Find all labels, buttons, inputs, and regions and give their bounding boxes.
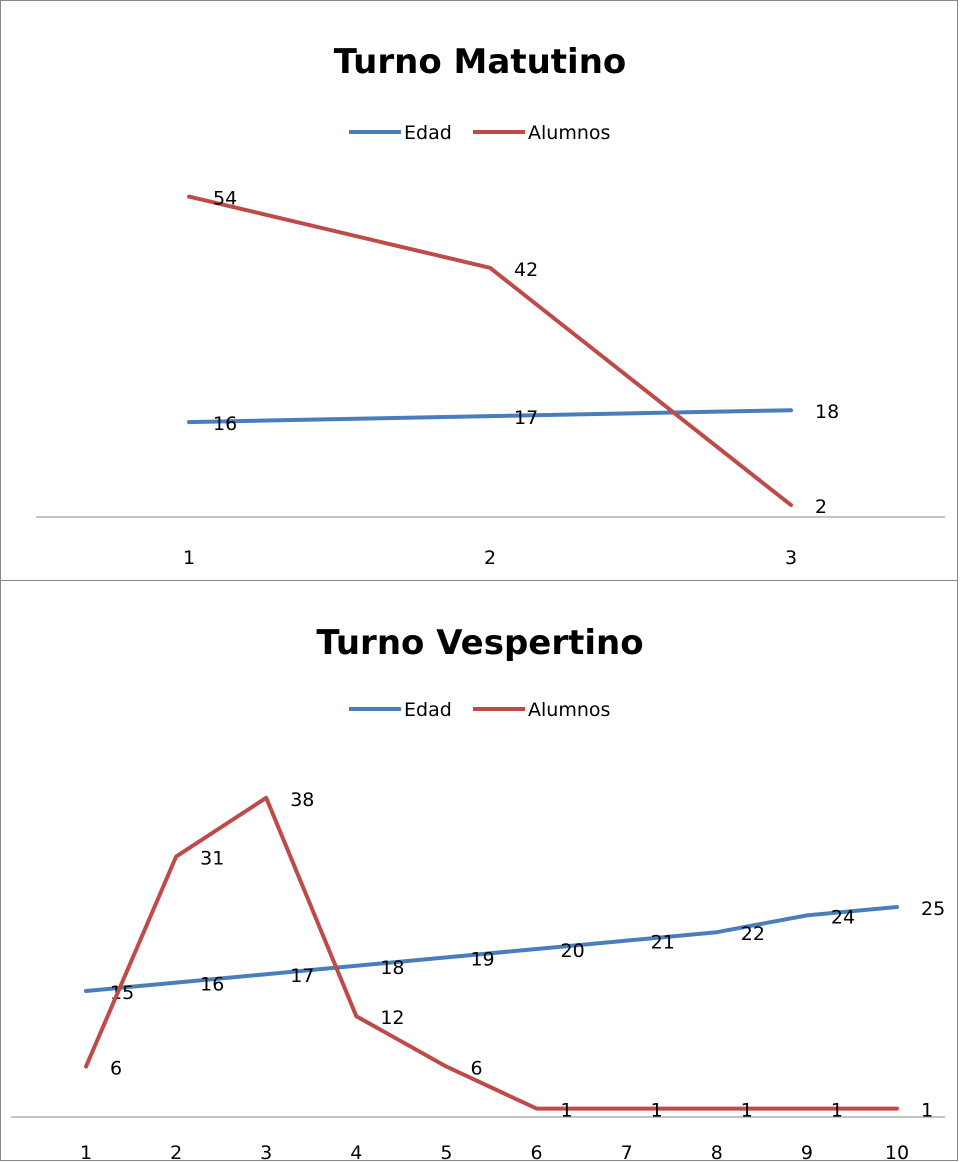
data-label: 21 (651, 932, 675, 954)
series-line-edad (187, 408, 793, 425)
data-label: 6 (470, 1058, 482, 1080)
series-line-alumnos (187, 194, 793, 508)
x-tick-label: 9 (801, 1142, 813, 1162)
chart-svg-matutino: Turno Matutino Edad Alumnos 1 2 3 16 17 18 54 42 2 (36, 42, 945, 569)
legend-label-alumnos: Alumnos (528, 699, 610, 721)
data-label: 20 (561, 940, 585, 962)
series-line-edad (84, 905, 899, 993)
chart-turno-vespertino: Turno Vespertino Edad Alumnos 1 2 3 4 5 6 7 8 9 10 15… (0, 580, 958, 1162)
data-label: 17 (290, 965, 314, 987)
x-tick-label: 7 (621, 1142, 633, 1162)
x-tick-label: 3 (785, 547, 797, 569)
data-label: 22 (741, 923, 765, 945)
x-tick-label: 1 (80, 1142, 92, 1162)
data-label: 16 (213, 413, 237, 435)
data-label: 19 (470, 948, 494, 970)
x-tick-label: 10 (885, 1142, 909, 1162)
data-label: 31 (200, 848, 224, 870)
data-label: 38 (290, 789, 314, 811)
x-tick-label: 8 (711, 1142, 723, 1162)
chart-title: Turno Vespertino (316, 623, 643, 663)
data-label: 1 (741, 1100, 753, 1122)
legend-label-edad: Edad (404, 699, 452, 721)
x-tick-label: 5 (440, 1142, 452, 1162)
data-label: 6 (110, 1058, 122, 1080)
x-tick-label: 2 (170, 1142, 182, 1162)
data-label: 1 (831, 1100, 843, 1122)
x-tick-label: 3 (260, 1142, 272, 1162)
chart-turno-matutino: Turno Matutino Edad Alumnos 1 2 3 16 17 18 54 42 2 (0, 0, 958, 581)
x-tick-label: 6 (531, 1142, 543, 1162)
x-tick-label: 2 (484, 547, 496, 569)
data-label: 1 (651, 1100, 663, 1122)
data-label: 16 (200, 974, 224, 996)
data-label: 17 (514, 407, 538, 429)
data-label: 18 (380, 957, 404, 979)
data-label: 1 (921, 1100, 933, 1122)
data-label: 1 (561, 1100, 573, 1122)
data-label: 42 (514, 259, 538, 281)
data-label: 25 (921, 898, 945, 920)
data-label: 18 (815, 401, 839, 423)
legend-label-edad: Edad (404, 122, 452, 144)
data-label: 24 (831, 906, 855, 928)
x-tick-label: 4 (350, 1142, 362, 1162)
data-label: 2 (815, 496, 827, 518)
data-label: 54 (213, 188, 237, 210)
series-line-alumnos (84, 795, 899, 1111)
legend-label-alumnos: Alumnos (528, 122, 610, 144)
chart-title: Turno Matutino (334, 42, 627, 82)
x-tick-label: 1 (183, 547, 195, 569)
data-label: 12 (380, 1007, 404, 1029)
